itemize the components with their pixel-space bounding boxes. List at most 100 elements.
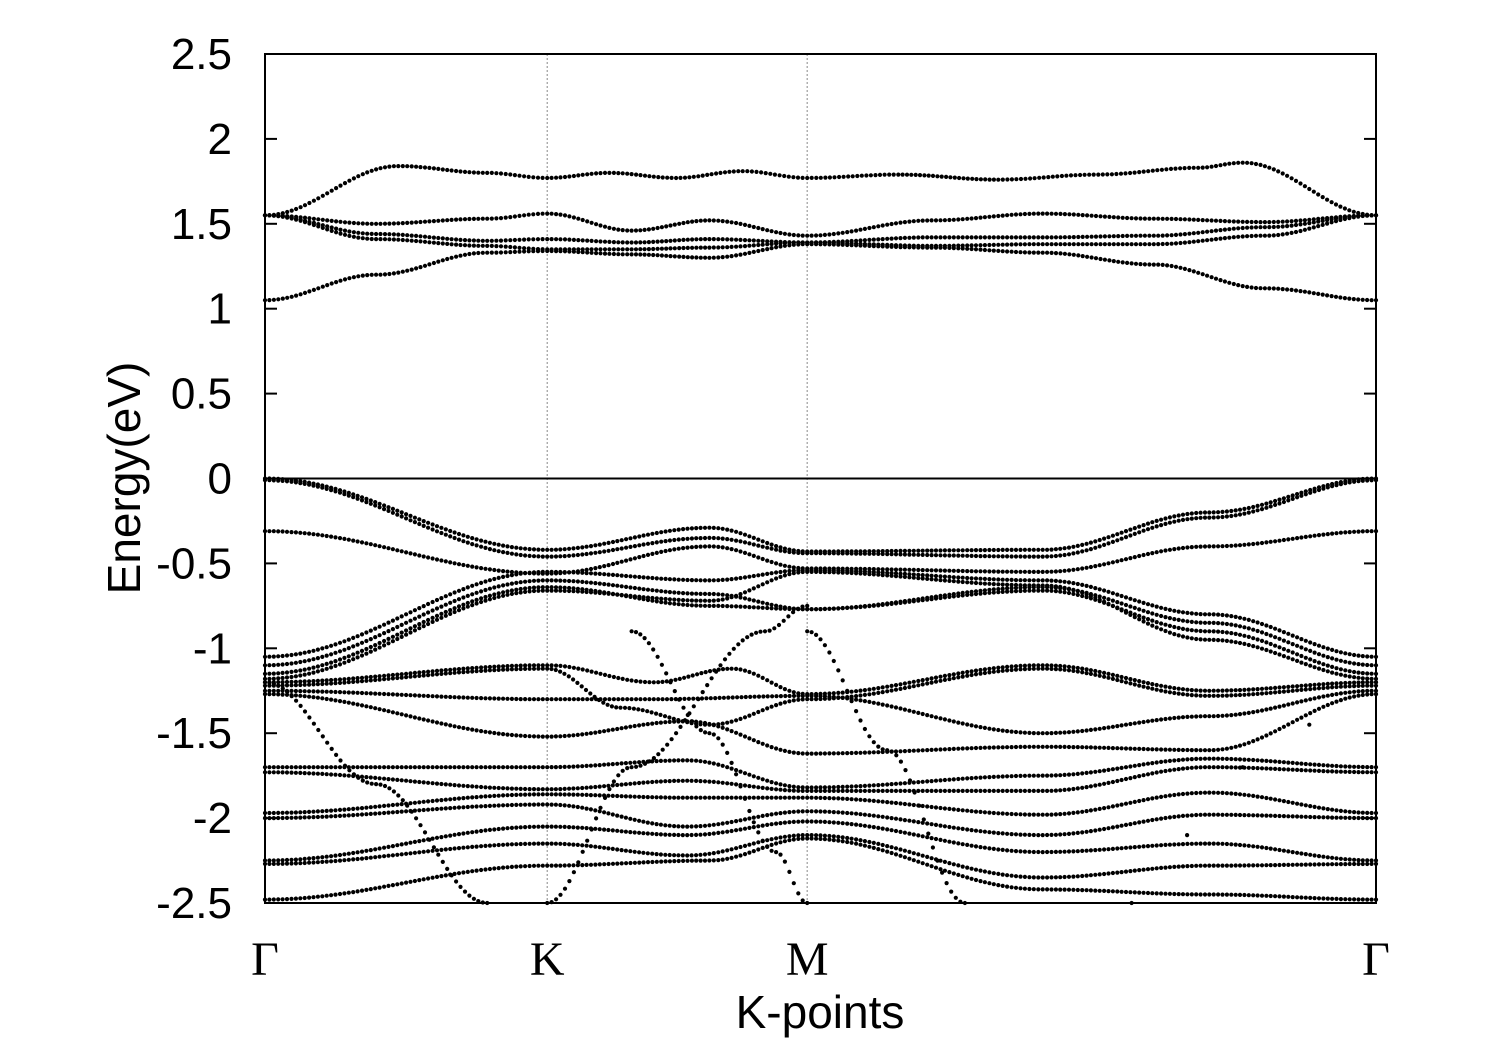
band-point bbox=[1220, 756, 1225, 761]
band-point bbox=[1137, 524, 1142, 529]
band-point bbox=[1207, 510, 1212, 515]
band-point bbox=[1176, 767, 1181, 772]
band-point bbox=[434, 668, 440, 674]
band-point bbox=[1259, 691, 1265, 696]
band-point bbox=[1172, 747, 1177, 752]
band-point bbox=[663, 548, 668, 554]
band-point bbox=[356, 235, 361, 240]
band-point bbox=[1352, 764, 1357, 769]
band-point bbox=[1237, 757, 1243, 762]
band-point bbox=[1321, 532, 1326, 537]
band-point bbox=[698, 255, 703, 260]
band-point bbox=[342, 492, 347, 497]
band-point bbox=[1207, 515, 1212, 520]
band-point bbox=[512, 237, 518, 243]
band-point bbox=[311, 809, 316, 814]
band-point bbox=[734, 795, 739, 800]
band-point bbox=[1062, 552, 1067, 558]
band-point bbox=[302, 694, 307, 699]
band-point bbox=[1145, 521, 1151, 526]
band-point bbox=[951, 672, 956, 677]
band-point bbox=[527, 787, 532, 792]
band-point bbox=[377, 707, 382, 712]
band-point bbox=[399, 675, 404, 680]
band-point bbox=[1045, 731, 1050, 736]
band-point bbox=[1286, 648, 1291, 653]
band-point bbox=[430, 522, 435, 527]
band-point bbox=[769, 571, 774, 576]
band-point bbox=[302, 765, 307, 770]
band-point bbox=[496, 584, 501, 589]
band-point bbox=[324, 814, 329, 819]
band-point bbox=[360, 231, 365, 236]
band-point bbox=[365, 170, 370, 175]
band-point bbox=[545, 792, 550, 797]
band-point bbox=[293, 530, 298, 535]
band-point bbox=[1347, 480, 1352, 485]
band-point bbox=[1185, 692, 1190, 697]
band-point bbox=[1125, 215, 1130, 221]
band-point bbox=[916, 780, 921, 785]
band-point bbox=[663, 779, 668, 784]
band-point bbox=[699, 696, 705, 701]
band-point bbox=[324, 661, 329, 667]
band-point bbox=[1338, 681, 1343, 686]
band-point bbox=[558, 249, 563, 254]
band-point bbox=[742, 668, 748, 673]
band-point bbox=[1076, 212, 1081, 217]
band-point bbox=[443, 765, 448, 770]
band-point bbox=[298, 481, 303, 486]
band-point bbox=[1167, 616, 1172, 621]
band-point bbox=[1293, 222, 1299, 228]
band-point bbox=[742, 596, 748, 601]
band-point bbox=[456, 604, 462, 609]
band-point bbox=[470, 804, 475, 809]
band-point bbox=[1264, 766, 1269, 771]
band-point bbox=[778, 244, 783, 249]
band-point bbox=[549, 211, 554, 216]
band-point bbox=[840, 751, 845, 756]
band-point bbox=[902, 552, 908, 557]
band-point bbox=[929, 822, 934, 827]
band-point bbox=[360, 172, 365, 177]
band-point bbox=[616, 171, 621, 176]
band-point bbox=[707, 795, 712, 800]
band-point bbox=[1211, 693, 1216, 698]
band-point bbox=[996, 577, 1001, 582]
band-point bbox=[351, 813, 356, 818]
band-point bbox=[973, 569, 979, 574]
band-point bbox=[588, 731, 594, 736]
band-point bbox=[1343, 696, 1348, 701]
band-point bbox=[1352, 684, 1357, 689]
band-point bbox=[311, 532, 316, 537]
band-point bbox=[641, 819, 646, 824]
band-point bbox=[911, 780, 916, 785]
band-point bbox=[889, 221, 894, 227]
band-point bbox=[858, 238, 863, 243]
band-point bbox=[933, 577, 939, 582]
band-point bbox=[1167, 690, 1172, 695]
band-point bbox=[996, 554, 1001, 559]
band-point bbox=[571, 804, 576, 809]
band-point bbox=[571, 697, 577, 702]
band-point bbox=[704, 696, 709, 701]
band-point bbox=[854, 784, 859, 789]
band-point bbox=[1220, 747, 1225, 752]
band-point bbox=[1343, 673, 1348, 678]
band-point bbox=[1273, 685, 1278, 691]
band-point bbox=[489, 238, 494, 243]
band-point bbox=[373, 647, 378, 652]
band-point bbox=[902, 235, 908, 240]
band-point bbox=[725, 765, 730, 770]
band-point bbox=[440, 218, 445, 223]
band-point bbox=[1295, 652, 1300, 657]
band-point bbox=[1325, 685, 1330, 690]
band-point bbox=[276, 676, 281, 681]
band-point bbox=[1000, 249, 1005, 254]
band-point bbox=[377, 624, 382, 629]
band-point bbox=[476, 250, 481, 256]
band-point bbox=[267, 663, 272, 668]
band-point bbox=[867, 798, 872, 803]
band-point bbox=[518, 786, 523, 792]
band-point bbox=[307, 221, 312, 226]
